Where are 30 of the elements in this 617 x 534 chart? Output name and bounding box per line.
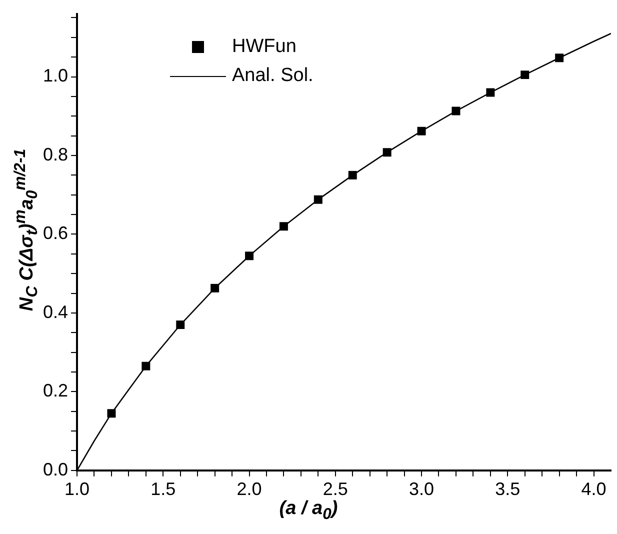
x-tick-label: 1.0 [64,479,90,500]
x-axis-title: (a / a$_{0}$) [278,498,339,524]
y-tick-label: 0.0 [42,459,68,480]
y-tick-label: 0.8 [42,144,68,164]
point [417,126,426,136]
legend-label: HWFun [232,36,296,58]
x-tick-label: 1.5 [150,479,176,500]
point [314,195,322,204]
point [452,106,460,116]
x-tick-label: 2.5 [322,479,348,500]
point [210,284,220,292]
point [555,54,564,62]
y-tick-label: 1.0 [42,66,68,86]
point [176,320,185,330]
point [107,409,116,418]
point [245,252,254,260]
x-tick-label: 2.0 [236,479,262,500]
y-tick-label: 0.4 [42,302,68,322]
x-tick-label: 3.5 [495,479,520,500]
y-tick-label: 0.2 [42,380,68,401]
point [382,148,392,157]
x-tick-label: 4.0 [581,479,606,500]
point [348,170,357,180]
point [279,222,288,231]
x-tick-label: 3.0 [409,479,434,500]
y-tick-label: 0.6 [42,223,68,244]
point [486,88,495,97]
point [520,70,530,80]
legend-label: Anal. Sol. [232,64,314,86]
point [142,362,150,370]
